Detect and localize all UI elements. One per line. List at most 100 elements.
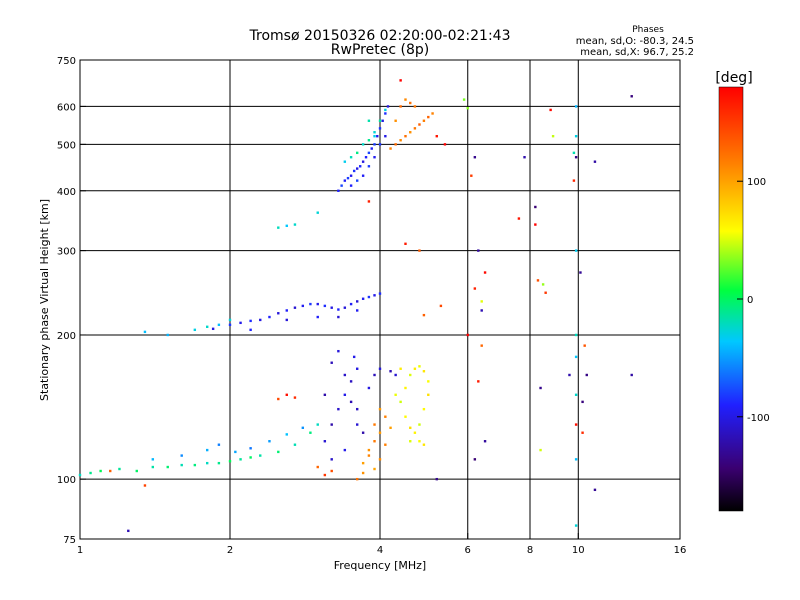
- data-points: [78, 79, 633, 533]
- data-point: [337, 349, 340, 353]
- data-point: [378, 119, 382, 122]
- data-point: [285, 224, 288, 228]
- data-point: [376, 134, 379, 138]
- data-point: [323, 393, 327, 397]
- data-point: [466, 333, 469, 337]
- data-point: [367, 448, 371, 452]
- data-point: [409, 426, 412, 430]
- data-point: [399, 105, 402, 108]
- data-point: [373, 156, 376, 159]
- data-point: [404, 242, 407, 245]
- data-point: [293, 306, 297, 309]
- data-point: [373, 134, 376, 138]
- data-point: [427, 380, 430, 383]
- y-tick-label: 600: [57, 102, 76, 113]
- data-point: [259, 318, 262, 322]
- data-point: [409, 440, 412, 443]
- data-point: [349, 156, 353, 159]
- data-point: [349, 184, 353, 187]
- data-point: [99, 469, 102, 473]
- data-point: [534, 205, 537, 209]
- data-point: [384, 443, 387, 446]
- data-point: [431, 112, 434, 115]
- data-point: [361, 160, 365, 163]
- data-point: [277, 450, 280, 454]
- data-point: [361, 297, 365, 300]
- data-point: [151, 465, 155, 469]
- data-point: [367, 295, 371, 299]
- y-tick-label: 750: [57, 56, 76, 67]
- data-point: [349, 302, 353, 306]
- data-point: [316, 423, 319, 426]
- data-point: [373, 294, 376, 297]
- data-point: [418, 365, 421, 368]
- data-point: [239, 458, 242, 461]
- colorbar-ticks: 100 0 -100: [737, 177, 770, 424]
- data-point: [285, 318, 288, 322]
- data-point: [355, 423, 359, 426]
- data-point: [572, 151, 576, 155]
- y-tick-label: 200: [57, 331, 76, 342]
- data-point: [378, 407, 382, 411]
- data-point: [539, 386, 542, 390]
- data-point: [285, 309, 288, 312]
- data-point: [384, 108, 387, 112]
- chart-title: Tromsø 20150326 02:20:00-02:21:43: [249, 28, 511, 44]
- data-point: [394, 373, 397, 377]
- data-point: [480, 344, 483, 347]
- data-point: [630, 95, 633, 98]
- data-point: [544, 291, 547, 294]
- data-point: [435, 477, 438, 481]
- data-point: [574, 134, 578, 138]
- data-point: [343, 373, 347, 377]
- data-point: [337, 315, 340, 319]
- data-point: [399, 139, 402, 142]
- data-point: [418, 440, 421, 443]
- data-point: [367, 165, 371, 168]
- data-point: [378, 143, 382, 146]
- x-tick-label: 2: [227, 545, 233, 556]
- data-point: [551, 134, 555, 138]
- data-point: [349, 400, 353, 404]
- data-point: [217, 443, 221, 446]
- data-point: [466, 106, 469, 110]
- data-point: [477, 249, 480, 252]
- data-point: [228, 460, 232, 463]
- data-point: [572, 179, 576, 182]
- data-point: [355, 151, 359, 155]
- data-point: [89, 471, 92, 475]
- data-point: [399, 79, 402, 82]
- data-point: [337, 407, 340, 411]
- data-point: [541, 283, 545, 286]
- data-point: [381, 119, 384, 122]
- colorbar-tick-label: 100: [747, 177, 766, 188]
- data-point: [151, 458, 155, 461]
- data-point: [349, 380, 353, 383]
- data-point: [228, 318, 232, 322]
- x-tick-label: 10: [572, 545, 585, 556]
- data-point: [574, 524, 578, 527]
- data-point: [135, 469, 138, 473]
- data-point: [378, 292, 382, 295]
- data-point: [249, 447, 252, 450]
- data-point: [539, 448, 542, 452]
- data-point: [285, 433, 288, 436]
- data-point: [316, 315, 319, 319]
- data-point: [418, 249, 421, 252]
- data-point: [384, 415, 387, 418]
- data-point: [109, 469, 112, 473]
- data-point: [523, 156, 526, 159]
- data-point: [358, 165, 362, 168]
- data-point: [268, 440, 271, 443]
- data-point: [574, 423, 578, 426]
- data-point: [355, 367, 359, 370]
- y-tick-label: 400: [57, 187, 76, 198]
- data-point: [239, 321, 242, 325]
- x-axis-label: Frequency [MHz]: [334, 559, 426, 572]
- data-point: [373, 423, 376, 426]
- data-point: [399, 400, 402, 404]
- data-point: [409, 131, 412, 134]
- x-tick-label: 6: [465, 545, 471, 556]
- data-point: [413, 127, 417, 130]
- data-point: [367, 139, 371, 142]
